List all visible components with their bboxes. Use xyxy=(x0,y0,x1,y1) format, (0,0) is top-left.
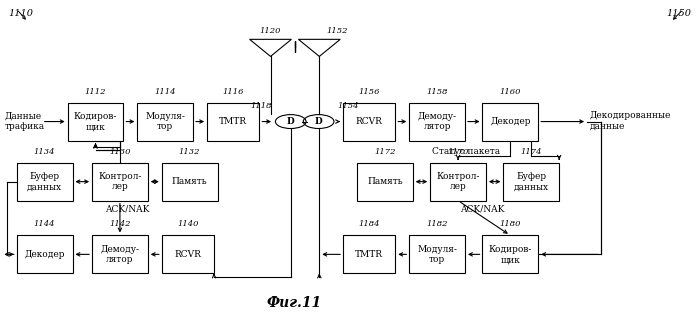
Text: Демоду-
лятор: Демоду- лятор xyxy=(100,245,139,264)
Text: Декодированные
данные: Декодированные данные xyxy=(589,111,671,130)
Bar xyxy=(343,103,396,141)
Text: 1170: 1170 xyxy=(447,148,469,156)
Bar xyxy=(92,235,148,273)
Text: Декодер: Декодер xyxy=(490,117,531,126)
Text: RCVR: RCVR xyxy=(174,250,202,259)
Text: ACK/NAK: ACK/NAK xyxy=(104,204,149,213)
Bar xyxy=(137,103,193,141)
Text: Демоду-
лятор: Демоду- лятор xyxy=(418,112,456,131)
Text: D: D xyxy=(287,117,295,126)
Text: TMTR: TMTR xyxy=(219,117,247,126)
Text: Статус пакета: Статус пакета xyxy=(433,147,500,156)
Text: 1118: 1118 xyxy=(251,102,272,110)
Text: RCVR: RCVR xyxy=(356,117,383,126)
Bar xyxy=(17,235,73,273)
Text: 1180: 1180 xyxy=(500,220,521,228)
Bar xyxy=(357,163,413,201)
Bar xyxy=(162,235,214,273)
Bar xyxy=(343,235,396,273)
Text: Декодер: Декодер xyxy=(25,250,65,259)
Text: Кодиров-
щик: Кодиров- щик xyxy=(74,112,117,131)
Text: 1150: 1150 xyxy=(666,9,692,18)
Text: Память: Память xyxy=(367,177,402,186)
Bar xyxy=(68,103,123,141)
Text: Модуля-
тор: Модуля- тор xyxy=(146,112,186,131)
Text: Данные
трафика: Данные трафика xyxy=(5,111,45,130)
Text: 1174: 1174 xyxy=(521,148,542,156)
Text: Память: Память xyxy=(172,177,207,186)
Text: Контрол-
лер: Контрол- лер xyxy=(436,172,480,191)
Text: Модуля-
тор: Модуля- тор xyxy=(417,245,457,264)
Text: Буфер
данных: Буфер данных xyxy=(514,172,549,191)
Text: 1160: 1160 xyxy=(500,88,521,96)
Text: 1140: 1140 xyxy=(177,220,199,228)
Text: Буфер
данных: Буфер данных xyxy=(27,172,62,191)
Text: Кодиров-
щик: Кодиров- щик xyxy=(489,245,532,264)
Text: TMTR: TMTR xyxy=(355,250,383,259)
Bar xyxy=(410,103,465,141)
Bar xyxy=(482,103,538,141)
Text: 1144: 1144 xyxy=(34,220,55,228)
Text: Контрол-
лер: Контрол- лер xyxy=(98,172,141,191)
Bar xyxy=(162,163,218,201)
Text: 1152: 1152 xyxy=(326,26,347,34)
Text: ACK/NAK: ACK/NAK xyxy=(460,204,505,213)
Text: 1130: 1130 xyxy=(109,148,131,156)
Text: 1172: 1172 xyxy=(374,148,395,156)
Text: 1114: 1114 xyxy=(155,88,176,96)
Text: 1116: 1116 xyxy=(223,88,244,96)
Text: 1182: 1182 xyxy=(426,220,448,228)
Bar xyxy=(503,163,559,201)
Text: 1120: 1120 xyxy=(260,26,281,34)
Bar xyxy=(17,163,73,201)
Text: D: D xyxy=(315,117,323,126)
Text: 1112: 1112 xyxy=(85,88,106,96)
Text: 1134: 1134 xyxy=(34,148,55,156)
Text: 1142: 1142 xyxy=(109,220,131,228)
Bar xyxy=(430,163,486,201)
Text: 1156: 1156 xyxy=(358,88,380,96)
Bar xyxy=(92,163,148,201)
Text: 1132: 1132 xyxy=(179,148,200,156)
Bar xyxy=(410,235,465,273)
Bar xyxy=(482,235,538,273)
Text: 1184: 1184 xyxy=(358,220,380,228)
Text: Фиг.11: Фиг.11 xyxy=(267,296,322,310)
Text: 1110: 1110 xyxy=(8,9,34,18)
Text: 1158: 1158 xyxy=(426,88,448,96)
Text: 1154: 1154 xyxy=(337,102,359,110)
Bar xyxy=(207,103,260,141)
